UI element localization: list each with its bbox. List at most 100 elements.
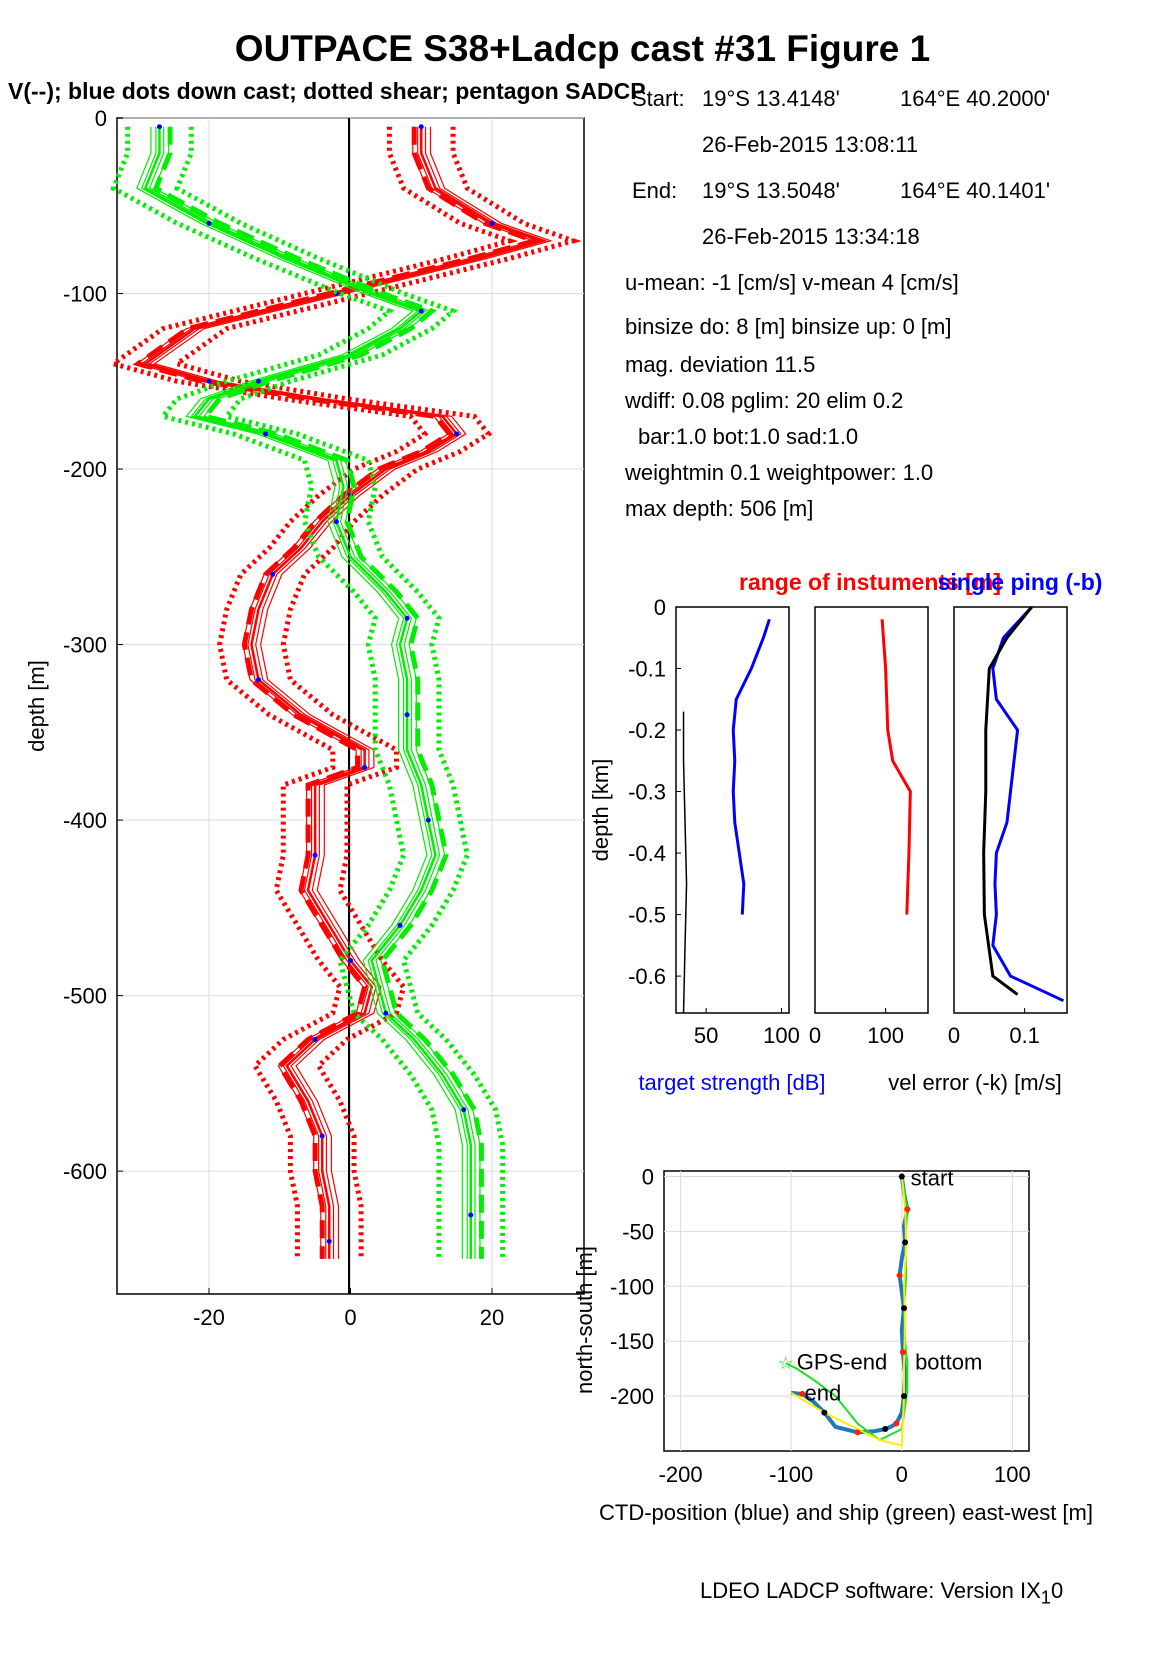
y-tick-label: -200 [63,457,107,482]
downcast-dot [206,220,212,226]
x-tick-label: 0 [809,1023,821,1048]
velocity-profile-panel: -20 0 200-100-200-300-400-500-600 depth [m… [24,106,585,1330]
target-strength-panel: 50 100 0 -0.1 -0.2 -0.3 -0.4 -0.5 -0.6 depth [km… [588,595,826,1095]
gps-end-star: ☆ [778,1353,794,1373]
end-time: 26-Feb-2015 13:34:18 [702,224,920,249]
track-marker [904,1206,911,1213]
track-marker [799,1390,806,1397]
single-ping-title: single ping (-b) [938,569,1103,595]
downcast-dot [156,124,162,130]
velocity-profile-ylabel: depth [m] [24,660,49,752]
downcast-dot [270,571,276,577]
downcast-dot [206,378,212,384]
downcast-dot [263,431,269,437]
track-marker [898,1173,905,1180]
instrument-line [731,618,771,915]
position-xlabel: CTD-position (blue) and ship (green) eas… [599,1500,1093,1525]
downcast-dot [383,1010,389,1016]
bottom-label: bottom [915,1350,982,1375]
y-tick-label: -200 [610,1384,654,1409]
shear-envelope-line [173,126,506,1259]
velocity-line [142,126,546,1259]
velocity-dashed-line [132,126,543,1259]
downcast-dot [468,1212,474,1218]
start-label: start [911,1165,954,1190]
y-tick-label: -0.4 [628,841,666,866]
x-tick-label: 0 [344,1305,356,1330]
track-marker [896,1272,903,1279]
downcast-dot [333,519,339,525]
downcast-dot [326,1238,332,1244]
downcast-dot [362,764,368,770]
track-marker [821,1409,828,1416]
start-time: 26-Feb-2015 13:08:11 [702,132,919,157]
mag-deviation: mag. deviation 11.5 [625,352,816,377]
instrument-line [682,711,688,1014]
track-marker [901,1305,908,1312]
x-tick-label: -200 [659,1462,703,1487]
target-strength-xlabel: target strength [dB] [638,1070,825,1095]
track-marker [901,1393,908,1400]
position-panel: ☆ -200 -100 0 100 0 -50 -100 -150 -200 start GPS-e… [572,1164,1093,1525]
downcast-dot [256,677,262,683]
bar-info: bar:1.0 bot:1.0 sad:1.0 [638,424,859,449]
velocity-thin-line [148,126,476,1259]
instrument-line [982,606,1033,996]
y-tick-label: -150 [610,1329,654,1354]
instrument-ylabel: depth [km] [588,759,613,862]
software-version: LDEO LADCP software: Version IX10 [700,1578,1063,1608]
gps-end-label: GPS-end [797,1350,888,1375]
shear-envelope-line [107,126,519,1259]
y-tick-label: -400 [63,808,107,833]
y-tick-label: 0 [654,595,666,620]
start-latitude: 19°S 13.4148' [702,86,840,111]
x-tick-label: -100 [769,1462,813,1487]
downcast-dot [418,308,424,314]
downcast-dot [489,220,495,226]
downcast-dot [256,378,262,384]
software-version-text: LDEO LADCP software: Version IX [700,1578,1041,1603]
shear-envelope-line [171,126,582,1259]
end-longitude: 164°E 40.1401' [900,178,1051,203]
vel-error-frame [953,606,1068,1014]
start-longitude: 164°E 40.2000' [900,86,1051,111]
target-strength-frame [675,606,790,1014]
velocity-thin-line [153,126,553,1259]
end-label: end [804,1380,841,1405]
downcast-dot [404,712,410,718]
y-tick-label: -600 [63,1159,107,1184]
y-tick-label: -0.5 [628,903,666,928]
range-title: range of instuments [m] [739,569,1001,595]
downcast-dot [397,922,403,928]
end-label: End: [632,178,678,203]
x-tick-label: 50 [694,1023,718,1048]
velocity-series-group [107,124,582,1259]
y-tick-label: -50 [622,1219,654,1244]
y-tick-label: -0.1 [628,657,666,682]
figure-subtitle: V(--); blue dots down cast; dotted shear… [8,78,646,104]
shear-envelope-line [110,126,442,1259]
y-tick-label: -100 [610,1274,654,1299]
instrument-line [880,619,912,915]
y-tick-label: 0 [95,106,107,131]
track-marker [899,1349,906,1356]
y-tick-label: -0.6 [628,964,666,989]
software-version-subscript: 1 [1040,1586,1051,1608]
y-tick-label: -300 [63,633,107,658]
binsize-info: binsize do: 8 [m] binsize up: 0 [m] [625,314,952,339]
velocity-dashed-line [152,126,484,1259]
mean-velocities: u-mean: -1 [cm/s] v-mean 4 [cm/s] [625,270,959,295]
downcast-dot [319,1133,325,1139]
y-tick-label: -0.3 [628,780,666,805]
downcast-dot [404,615,410,621]
vel-error-xlabel: vel error (-k) [m/s] [888,1070,1062,1095]
software-version-tail: 0 [1050,1578,1064,1603]
figure-title: OUTPACE S38+Ladcp cast #31 Figure 1 [234,28,931,69]
y-tick-label: 0 [642,1164,654,1189]
velocity-thin-line [136,126,463,1259]
downcast-dot [348,958,353,964]
x-tick-label: -20 [193,1305,225,1330]
downcast-dot [461,1107,467,1113]
velocity-thin-line [141,126,468,1259]
